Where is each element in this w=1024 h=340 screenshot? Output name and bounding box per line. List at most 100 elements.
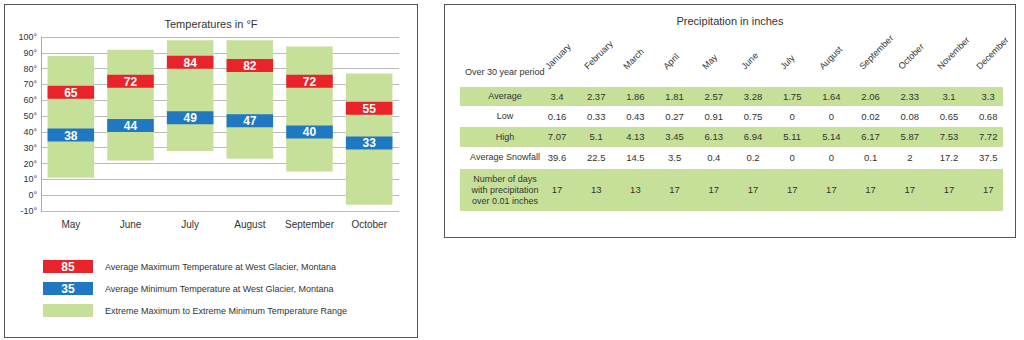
html-text:6.13: 6.13 (704, 131, 723, 142)
svg-text:Extreme Maximum to Extreme Min: Extreme Maximum to Extreme Minimum Tempe… (105, 306, 347, 316)
html-text:0.1: 0.1 (864, 152, 878, 163)
svg-text:40: 40 (303, 125, 317, 139)
svg-text:44: 44 (124, 119, 138, 133)
svg-text:33: 33 (362, 136, 376, 150)
svg-text:-10°: -10° (20, 206, 37, 216)
html-text:August: August (817, 44, 845, 72)
html-text:0.4: 0.4 (707, 152, 721, 163)
html-text:0.08: 0.08 (900, 111, 919, 122)
html-text:0.91: 0.91 (704, 111, 723, 122)
html-text:January: January (543, 41, 573, 72)
svg-text:July: July (181, 219, 199, 230)
html-text:3.5: 3.5 (668, 152, 682, 163)
svg-text:May: May (61, 219, 80, 230)
svg-text:Average Minimum Temperature at: Average Minimum Temperature at West Glac… (105, 284, 334, 294)
html-text:2.33: 2.33 (900, 91, 919, 102)
html-text:5.87: 5.87 (900, 131, 919, 142)
html-text:0.75: 0.75 (743, 111, 763, 122)
svg-text:49: 49 (183, 111, 197, 125)
html-text:6.17: 6.17 (861, 131, 880, 142)
svg-text:72: 72 (303, 75, 317, 89)
svg-text:70°: 70° (23, 79, 37, 89)
html-text:3.3: 3.3 (981, 91, 995, 102)
html-text:3.28: 3.28 (743, 91, 763, 102)
html-text:1.81: 1.81 (665, 91, 684, 102)
svg-text:20°: 20° (23, 159, 37, 169)
html-text:17: 17 (551, 184, 563, 195)
html-text:22.5: 22.5 (586, 152, 606, 163)
html-text:July: July (778, 52, 797, 72)
html-text:4.13: 4.13 (626, 131, 645, 142)
svg-text:65: 65 (64, 86, 78, 100)
svg-text:10°: 10° (23, 174, 37, 184)
html-text:5.1: 5.1 (589, 131, 603, 142)
svg-text:October: October (351, 219, 387, 230)
html-text:0.65: 0.65 (939, 111, 959, 122)
html-text:September: September (856, 33, 895, 72)
html-text:February: February (582, 38, 615, 72)
html-text:0.68: 0.68 (978, 111, 998, 122)
html-text:17: 17 (708, 184, 720, 195)
html-text:17: 17 (669, 184, 680, 195)
html-text:0.2: 0.2 (746, 152, 760, 163)
svg-text:35: 35 (61, 282, 75, 296)
svg-text:82: 82 (243, 59, 257, 73)
html-text:13: 13 (630, 184, 641, 195)
svg-text:30°: 30° (23, 143, 37, 153)
html-text:17.2: 17.2 (939, 152, 959, 163)
html-text:Precipitation in inches: Precipitation in inches (676, 15, 784, 27)
svg-text:85: 85 (61, 260, 75, 274)
html-text:37.5: 37.5 (978, 152, 998, 163)
svg-text:47: 47 (243, 114, 257, 128)
html-text:November: November (935, 34, 972, 72)
html-text:1.75: 1.75 (782, 91, 802, 102)
html-text:May: May (700, 52, 720, 72)
svg-text:55: 55 (362, 102, 376, 116)
html-text:14.5: 14.5 (626, 152, 645, 163)
svg-text:38: 38 (64, 129, 78, 143)
html-text:2.06: 2.06 (861, 91, 880, 102)
html-text:3.45: 3.45 (665, 131, 684, 142)
svg-text:84: 84 (183, 56, 197, 70)
html-text:October: October (896, 41, 926, 72)
html-text:0.43: 0.43 (626, 111, 645, 122)
svg-text:80°: 80° (23, 64, 37, 74)
svg-text:Temperatures in °F: Temperatures in °F (164, 18, 257, 30)
html-text:December: December (974, 34, 1011, 72)
html-text:2.57: 2.57 (704, 91, 723, 102)
svg-text:40°: 40° (23, 127, 37, 137)
svg-text:90°: 90° (23, 48, 37, 58)
html-text:1.64: 1.64 (822, 91, 841, 102)
html-text:3.1: 3.1 (942, 91, 956, 102)
svg-text:June: June (120, 219, 142, 230)
html-text:0.16: 0.16 (547, 111, 567, 122)
html-text:7.53: 7.53 (939, 131, 959, 142)
svg-text:Average Maximum Temperature at: Average Maximum Temperature at West Glac… (105, 262, 336, 272)
html-text:0.02: 0.02 (861, 111, 880, 122)
svg-text:September: September (285, 219, 335, 230)
html-text:7.07: 7.07 (547, 131, 567, 142)
html-text:1.86: 1.86 (626, 91, 645, 102)
html-text:April: April (660, 51, 681, 72)
html-text:Number of days with precipitat: Number of days with precipitation over 0… (471, 173, 539, 206)
html-text:March: March (621, 46, 647, 72)
svg-text:60°: 60° (23, 95, 37, 105)
html-text:0.27: 0.27 (665, 111, 684, 122)
svg-text:100°: 100° (18, 32, 37, 42)
html-text:June: June (739, 50, 761, 72)
svg-text:August: August (234, 219, 265, 230)
svg-text:0°: 0° (28, 190, 37, 200)
html-text:3.4: 3.4 (550, 91, 564, 102)
svg-text:50°: 50° (23, 111, 37, 121)
html-text:13: 13 (590, 184, 602, 195)
html-text:5.14: 5.14 (822, 131, 841, 142)
html-text:6.94: 6.94 (743, 131, 763, 142)
html-text:0.33: 0.33 (586, 111, 606, 122)
html-text:17: 17 (786, 184, 798, 195)
html-text:39.6: 39.6 (547, 152, 567, 163)
html-text:2.37: 2.37 (586, 91, 606, 102)
html-text:7.72: 7.72 (978, 131, 998, 142)
svg-text:72: 72 (124, 75, 138, 89)
html-text:17: 17 (747, 184, 759, 195)
html-text:5.11: 5.11 (783, 131, 802, 142)
